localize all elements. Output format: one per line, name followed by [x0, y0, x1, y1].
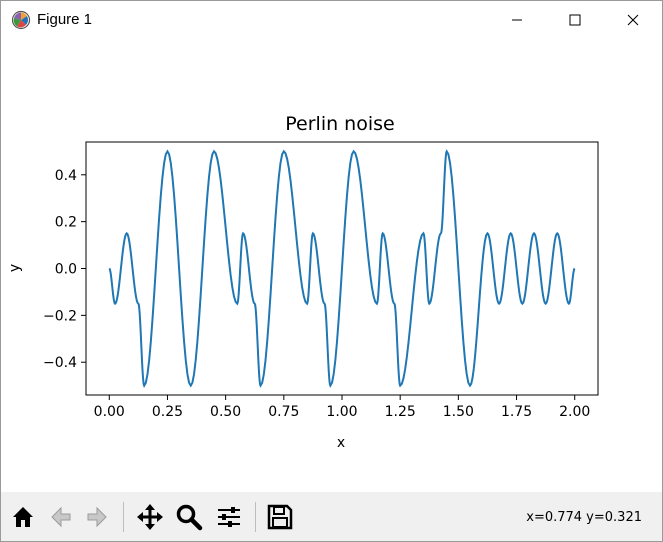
matplotlib-icon [11, 10, 31, 30]
minimize-button[interactable] [488, 1, 546, 39]
y-tick-label: 0.4 [55, 168, 77, 184]
toolbar-separator [255, 502, 256, 532]
back-icon [51, 506, 71, 528]
x-tick-label: 0.25 [152, 404, 183, 420]
y-tick-label: 0.0 [55, 262, 77, 278]
x-axis-ticks: 0.00 0.25 0.50 0.75 1.00 1.25 1.50 1.75 2.00 [94, 395, 590, 420]
pan-button[interactable] [135, 502, 165, 532]
maximize-icon [569, 14, 581, 26]
zoom-button[interactable] [174, 502, 204, 532]
configure-subplots-icon [218, 507, 240, 527]
save-icon [267, 504, 293, 530]
x-axis-label: x [337, 435, 345, 451]
close-button[interactable] [604, 1, 662, 39]
forward-icon [87, 506, 107, 528]
x-tick-label: 0.50 [210, 404, 241, 420]
chart-title: Perlin noise [285, 113, 394, 135]
maximize-button[interactable] [546, 1, 604, 39]
toolbar-separator [123, 502, 124, 532]
forward-button[interactable] [82, 502, 112, 532]
figure-canvas[interactable]: Perlin noise 0.00 0.25 0.50 0.75 1.00 1.25 1.5… [1, 39, 662, 492]
series-line-0 [108, 149, 576, 388]
close-icon [627, 14, 639, 26]
x-tick-label: 1.00 [326, 404, 357, 420]
y-tick-label: 0.2 [55, 215, 77, 231]
x-tick-label: 1.25 [385, 404, 416, 420]
home-icon [13, 507, 33, 527]
pan-icon [137, 504, 163, 530]
y-axis-ticks: −0.4 −0.2 0.0 0.2 0.4 [43, 168, 86, 371]
x-tick-label: 2.00 [559, 404, 590, 420]
y-tick-label: −0.2 [43, 308, 77, 324]
cursor-coordinates: x=0.774 y=0.321 [526, 510, 642, 525]
x-tick-label: 1.75 [501, 404, 532, 420]
line-chart: Perlin noise 0.00 0.25 0.50 0.75 1.00 1.25 1.5… [7, 113, 599, 451]
home-button[interactable] [8, 502, 38, 532]
back-button[interactable] [46, 502, 76, 532]
zoom-icon [176, 504, 203, 531]
navigation-toolbar: x=0.774 y=0.321 [1, 492, 662, 541]
x-tick-label: 0.75 [268, 404, 299, 420]
y-tick-label: −0.4 [43, 355, 77, 371]
y-axis-label: y [7, 264, 23, 272]
series-layer [108, 149, 576, 388]
window-title: Figure 1 [37, 11, 93, 28]
save-button[interactable] [265, 502, 295, 532]
title-bar[interactable]: Figure 1 [1, 1, 662, 39]
minimize-icon [512, 19, 522, 21]
configure-subplots-button[interactable] [214, 502, 244, 532]
x-tick-label: 1.50 [443, 404, 474, 420]
x-tick-label: 0.00 [94, 404, 125, 420]
